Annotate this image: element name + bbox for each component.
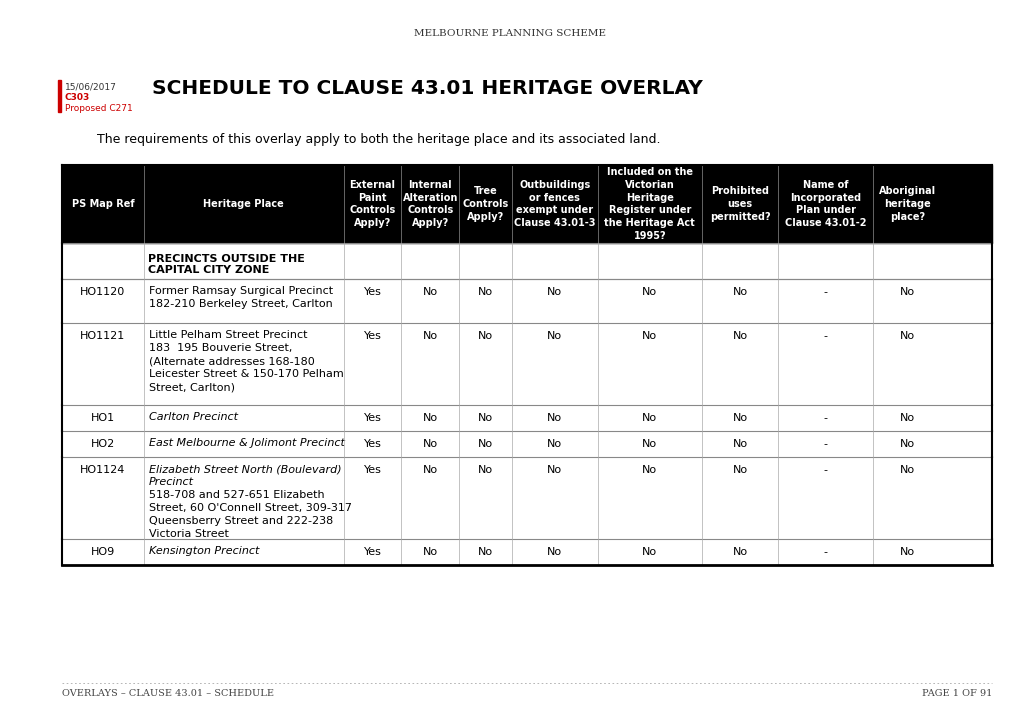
Text: No: No bbox=[732, 547, 747, 557]
Text: SCHEDULE TO CLAUSE 43.01 HERITAGE OVERLAY: SCHEDULE TO CLAUSE 43.01 HERITAGE OVERLA… bbox=[152, 79, 702, 99]
Text: Carlton Precinct: Carlton Precinct bbox=[149, 412, 237, 422]
Text: No: No bbox=[899, 331, 914, 341]
Text: Proposed C271: Proposed C271 bbox=[65, 104, 132, 113]
Text: No: No bbox=[422, 465, 437, 475]
Text: HO9: HO9 bbox=[91, 547, 115, 557]
Text: Yes: Yes bbox=[364, 547, 381, 557]
Text: HO2: HO2 bbox=[91, 439, 115, 449]
Text: No: No bbox=[478, 331, 493, 341]
Text: No: No bbox=[422, 439, 437, 449]
Text: HO1120: HO1120 bbox=[81, 287, 125, 297]
Text: No: No bbox=[642, 413, 656, 423]
Text: Former Ramsay Surgical Precinct: Former Ramsay Surgical Precinct bbox=[149, 286, 332, 296]
Text: No: No bbox=[478, 287, 493, 297]
Text: No: No bbox=[478, 413, 493, 423]
Text: No: No bbox=[547, 465, 561, 475]
Text: PRECINCTS OUTSIDE THE: PRECINCTS OUTSIDE THE bbox=[148, 254, 305, 264]
Text: Street, Carlton): Street, Carlton) bbox=[149, 382, 234, 392]
Text: Heritage Place: Heritage Place bbox=[203, 199, 284, 209]
Text: No: No bbox=[899, 547, 914, 557]
Text: -: - bbox=[822, 413, 826, 423]
Text: No: No bbox=[899, 465, 914, 475]
Text: -: - bbox=[822, 547, 826, 557]
Bar bbox=[62, 165, 991, 243]
Text: No: No bbox=[732, 287, 747, 297]
Text: The requirements of this overlay apply to both the heritage place and its associ: The requirements of this overlay apply t… bbox=[97, 133, 660, 146]
Text: No: No bbox=[422, 287, 437, 297]
Text: 15/06/2017: 15/06/2017 bbox=[65, 82, 117, 91]
Text: 518-708 and 527-651 Elizabeth: 518-708 and 527-651 Elizabeth bbox=[149, 490, 324, 500]
Bar bbox=[62, 457, 991, 539]
Text: PAGE 1 OF 91: PAGE 1 OF 91 bbox=[921, 689, 991, 698]
Text: PS Map Ref: PS Map Ref bbox=[71, 199, 135, 209]
Text: -: - bbox=[822, 439, 826, 449]
Text: Yes: Yes bbox=[364, 465, 381, 475]
Text: 182-210 Berkeley Street, Carlton: 182-210 Berkeley Street, Carlton bbox=[149, 299, 332, 309]
Bar bbox=[62, 539, 991, 565]
Text: External
Paint
Controls
Apply?: External Paint Controls Apply? bbox=[350, 180, 395, 228]
Text: No: No bbox=[899, 413, 914, 423]
Text: Kensington Precinct: Kensington Precinct bbox=[149, 546, 259, 556]
Text: No: No bbox=[732, 465, 747, 475]
Text: Victoria Street: Victoria Street bbox=[149, 529, 228, 539]
Text: Yes: Yes bbox=[364, 413, 381, 423]
Text: Precinct: Precinct bbox=[149, 477, 194, 487]
Text: East Melbourne & Jolimont Precinct: East Melbourne & Jolimont Precinct bbox=[149, 438, 344, 448]
Bar bbox=[62, 279, 991, 323]
Text: No: No bbox=[642, 331, 656, 341]
Text: No: No bbox=[732, 439, 747, 449]
Text: No: No bbox=[547, 287, 561, 297]
Text: Yes: Yes bbox=[364, 287, 381, 297]
Text: 183  195 Bouverie Street,: 183 195 Bouverie Street, bbox=[149, 343, 291, 353]
Text: No: No bbox=[732, 331, 747, 341]
Text: No: No bbox=[899, 287, 914, 297]
Text: Internal
Alteration
Controls
Apply?: Internal Alteration Controls Apply? bbox=[403, 180, 458, 228]
Text: No: No bbox=[642, 547, 656, 557]
Text: (Alternate addresses 168-180: (Alternate addresses 168-180 bbox=[149, 356, 314, 366]
Text: No: No bbox=[547, 331, 561, 341]
Text: No: No bbox=[547, 413, 561, 423]
Text: No: No bbox=[422, 331, 437, 341]
Text: Tree
Controls
Apply?: Tree Controls Apply? bbox=[462, 186, 508, 222]
Text: No: No bbox=[478, 547, 493, 557]
Text: No: No bbox=[547, 547, 561, 557]
Text: No: No bbox=[642, 287, 656, 297]
Text: No: No bbox=[478, 465, 493, 475]
Text: HO1: HO1 bbox=[91, 413, 115, 423]
Text: No: No bbox=[642, 439, 656, 449]
Text: -: - bbox=[822, 331, 826, 341]
Text: No: No bbox=[547, 439, 561, 449]
Text: MELBOURNE PLANNING SCHEME: MELBOURNE PLANNING SCHEME bbox=[414, 30, 605, 38]
Text: Included on the
Victorian
Heritage
Register under
the Heritage Act
1995?: Included on the Victorian Heritage Regis… bbox=[604, 167, 695, 241]
Text: Yes: Yes bbox=[364, 331, 381, 341]
Text: -: - bbox=[822, 465, 826, 475]
Text: No: No bbox=[422, 413, 437, 423]
Bar bbox=[58, 80, 61, 112]
Bar bbox=[62, 323, 991, 405]
Text: Yes: Yes bbox=[364, 439, 381, 449]
Text: Leicester Street & 150-170 Pelham: Leicester Street & 150-170 Pelham bbox=[149, 369, 343, 379]
Bar bbox=[62, 243, 991, 279]
Text: No: No bbox=[642, 465, 656, 475]
Text: No: No bbox=[732, 413, 747, 423]
Text: CAPITAL CITY ZONE: CAPITAL CITY ZONE bbox=[148, 265, 269, 275]
Text: HO1124: HO1124 bbox=[81, 465, 125, 475]
Text: Name of
Incorporated
Plan under
Clause 43.01-2: Name of Incorporated Plan under Clause 4… bbox=[784, 180, 865, 228]
Text: HO1121: HO1121 bbox=[81, 331, 125, 341]
Text: C303: C303 bbox=[65, 93, 90, 102]
Text: Prohibited
uses
permitted?: Prohibited uses permitted? bbox=[709, 186, 769, 222]
Text: No: No bbox=[899, 439, 914, 449]
Text: Aboriginal
heritage
place?: Aboriginal heritage place? bbox=[878, 186, 935, 222]
Text: No: No bbox=[422, 547, 437, 557]
Text: Elizabeth Street North (Boulevard): Elizabeth Street North (Boulevard) bbox=[149, 464, 341, 474]
Text: -: - bbox=[822, 287, 826, 297]
Text: Queensberry Street and 222-238: Queensberry Street and 222-238 bbox=[149, 516, 333, 526]
Text: No: No bbox=[478, 439, 493, 449]
Bar bbox=[62, 405, 991, 431]
Text: OVERLAYS – CLAUSE 43.01 – SCHEDULE: OVERLAYS – CLAUSE 43.01 – SCHEDULE bbox=[62, 689, 274, 698]
Bar bbox=[62, 431, 991, 457]
Text: Outbuildings
or fences
exempt under
Clause 43.01-3: Outbuildings or fences exempt under Clau… bbox=[514, 180, 595, 228]
Text: Little Pelham Street Precinct: Little Pelham Street Precinct bbox=[149, 330, 307, 340]
Text: Street, 60 O'Connell Street, 309-317: Street, 60 O'Connell Street, 309-317 bbox=[149, 503, 352, 513]
